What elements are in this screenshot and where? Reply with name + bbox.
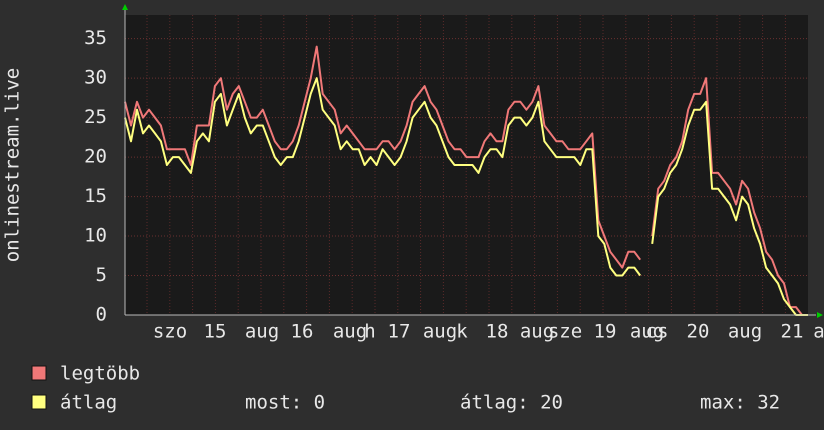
legend-swatch — [31, 394, 47, 410]
x-tick-label: szo — [153, 321, 187, 343]
legend-stat: átlag: 20 — [460, 392, 563, 414]
y-axis-label: onlinestream.live — [2, 68, 24, 262]
y-tick-label: 10 — [84, 225, 107, 247]
x-tick-label: 20 — [687, 321, 710, 343]
y-axis-arrow — [122, 4, 128, 10]
y-tick-label: 0 — [96, 304, 107, 326]
x-tick-label: 19 — [594, 321, 617, 343]
legend-label: legtöbb — [60, 363, 140, 385]
legend-stat: most: 0 — [245, 392, 325, 414]
legend-label: átlag — [60, 392, 117, 414]
x-tick-label: k — [456, 321, 468, 343]
y-tick-label: 20 — [84, 146, 107, 168]
x-tick-label: aug — [423, 321, 457, 343]
legend-swatch — [31, 365, 47, 381]
x-tick-label: aug — [333, 321, 367, 343]
x-tick-label: 16 — [291, 321, 314, 343]
y-tick-label: 5 — [96, 264, 107, 286]
y-tick-label: 30 — [84, 67, 107, 89]
x-tick-label: aug — [245, 321, 279, 343]
x-tick-label: 17 — [388, 321, 411, 343]
x-tick-label: 21 — [781, 321, 804, 343]
x-tick-label: aug — [728, 321, 762, 343]
y-tick-label: 25 — [84, 106, 107, 128]
legend-stat: max: 32 — [700, 392, 780, 414]
x-tick-label: aug — [520, 321, 554, 343]
x-tick-label: h — [364, 321, 375, 343]
x-tick-label: aug — [630, 321, 664, 343]
x-tick-label: sze — [548, 321, 582, 343]
y-tick-label: 15 — [84, 185, 107, 207]
x-tick-label: 15 — [204, 321, 227, 343]
series-line — [124, 77, 808, 316]
x-tick-label: cs — [646, 321, 669, 343]
x-tick-label: a — [813, 321, 824, 343]
y-tick-label: 35 — [84, 27, 107, 49]
x-tick-label: 18 — [486, 321, 509, 343]
x-axis-arrow — [817, 312, 823, 318]
series-line — [124, 45, 808, 316]
